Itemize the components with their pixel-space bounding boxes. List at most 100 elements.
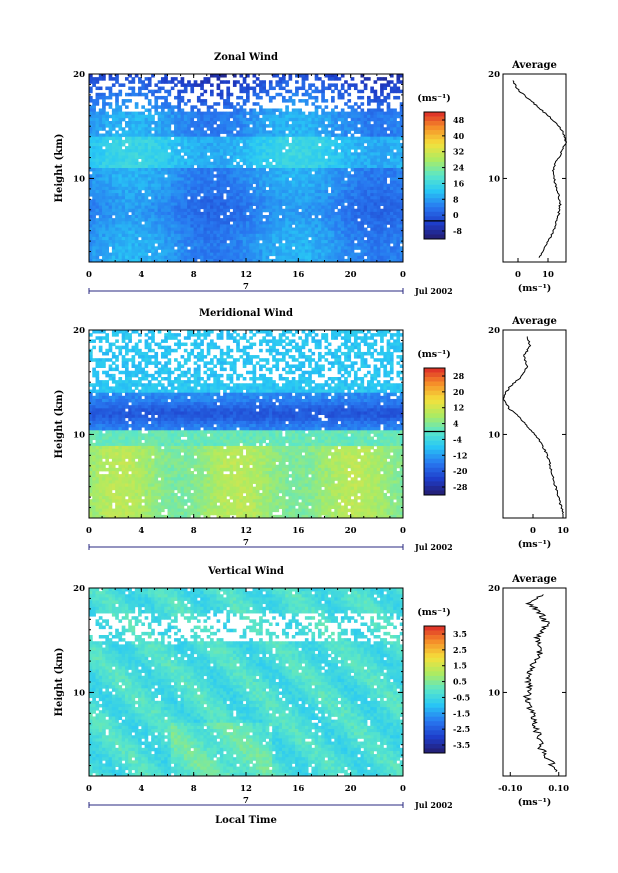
heatmap-cell xyxy=(95,236,100,241)
heatmap-cell xyxy=(317,186,322,191)
heatmap-cell xyxy=(363,215,368,219)
heatmap-cell xyxy=(255,177,260,181)
heatmap-cell xyxy=(200,211,204,216)
heatmap-cell xyxy=(190,130,195,134)
heatmap-cell xyxy=(281,74,286,78)
heatmap-cell xyxy=(239,205,244,210)
heatmap-cell xyxy=(350,146,355,150)
heatmap-cell xyxy=(275,196,280,200)
heatmap-cell xyxy=(223,255,227,260)
heatmap-cell xyxy=(144,161,149,166)
heatmap-cell xyxy=(105,189,110,194)
heatmap-cell xyxy=(206,205,211,210)
heatmap-cell xyxy=(255,183,260,188)
heatmap-cell xyxy=(121,202,126,206)
heatmap-cell xyxy=(157,152,162,156)
heatmap-cell xyxy=(278,92,283,97)
heatmap-cell xyxy=(383,117,388,122)
heatmap-cell xyxy=(187,161,191,166)
heatmap-cell xyxy=(275,255,280,260)
heatmap-cell xyxy=(285,124,289,128)
heatmap-cell xyxy=(121,133,126,138)
heatmap-cell xyxy=(174,142,178,147)
heatmap-cell xyxy=(353,186,358,191)
heatmap-cell xyxy=(288,146,293,150)
heatmap-cell xyxy=(154,83,159,87)
heatmap-cell xyxy=(177,95,181,100)
heatmap-cell xyxy=(151,133,155,138)
heatmap-cell xyxy=(206,199,211,203)
heatmap-cell xyxy=(174,111,178,116)
heatmap-cell xyxy=(98,114,103,119)
heatmap-cell xyxy=(118,142,123,147)
heatmap-cell xyxy=(92,133,96,138)
heatmap-cell xyxy=(252,146,257,150)
heatmap-cell xyxy=(393,218,397,222)
heatmap-cell xyxy=(311,142,316,147)
heatmap-cell xyxy=(200,230,204,235)
heatmap-cell xyxy=(229,158,234,163)
heatmap-cell xyxy=(102,152,106,156)
heatmap-cell xyxy=(144,252,149,257)
heatmap-cell xyxy=(147,193,152,197)
heatmap-cell xyxy=(98,152,103,156)
heatmap-cell xyxy=(144,92,149,97)
heatmap-cell xyxy=(144,240,149,244)
heatmap-cell xyxy=(304,236,309,241)
heatmap-cell xyxy=(183,158,188,163)
heatmap-cell xyxy=(304,186,309,191)
heatmap-cell xyxy=(193,174,198,178)
heatmap-cell xyxy=(226,243,231,247)
heatmap-cell xyxy=(147,136,152,141)
heatmap-cell xyxy=(396,243,401,247)
heatmap-cell xyxy=(308,146,312,150)
heatmap-cell xyxy=(242,243,247,247)
heatmap-cell xyxy=(180,168,185,172)
heatmap-cell xyxy=(131,77,136,81)
heatmap-cell xyxy=(311,186,316,191)
panel-title: Zonal Wind xyxy=(214,52,278,63)
heatmap-cell xyxy=(102,77,106,81)
heatmap-cell xyxy=(249,199,253,203)
heatmap-cell xyxy=(281,233,286,238)
heatmap-cell xyxy=(304,164,309,169)
heatmap-cell xyxy=(298,211,302,216)
heatmap-cell xyxy=(98,243,103,247)
heatmap-cell xyxy=(200,130,204,134)
heatmap-cell xyxy=(265,236,270,241)
heatmap-cell xyxy=(380,99,384,103)
heatmap-cell xyxy=(311,208,316,213)
heatmap-cell xyxy=(242,102,247,106)
heatmap-cell xyxy=(229,168,234,172)
heatmap-cell xyxy=(275,177,280,181)
heatmap-cell xyxy=(246,243,250,247)
heatmap-cell xyxy=(105,102,110,106)
heatmap-cell xyxy=(89,233,93,238)
heatmap-cell xyxy=(177,252,181,257)
heatmap-cell xyxy=(249,233,253,238)
heatmap-cell xyxy=(321,92,325,97)
heatmap-cell xyxy=(353,152,358,156)
heatmap-cell xyxy=(193,146,198,150)
heatmap-cell xyxy=(190,246,195,250)
heatmap-cell xyxy=(275,114,280,119)
heatmap-cell xyxy=(115,142,119,147)
heatmap-cell xyxy=(376,202,381,206)
heatmap-cell xyxy=(357,224,361,228)
heatmap-cell xyxy=(196,149,201,153)
heatmap-cell xyxy=(187,230,191,235)
heatmap-cell xyxy=(334,258,338,263)
heatmap-cell xyxy=(373,183,378,188)
heatmap-cell xyxy=(314,152,319,156)
heatmap-cell xyxy=(295,243,299,247)
heatmap-cell xyxy=(180,95,185,100)
heatmap-cell xyxy=(344,168,348,172)
heatmap-cell xyxy=(206,177,211,181)
heatmap-cell xyxy=(196,208,201,213)
heatmap-cell xyxy=(141,92,145,97)
heatmap-cell xyxy=(160,196,165,200)
heatmap-cell xyxy=(134,149,139,153)
heatmap-cell xyxy=(389,149,394,153)
heatmap-cell xyxy=(367,218,371,222)
heatmap-cell xyxy=(370,146,374,150)
